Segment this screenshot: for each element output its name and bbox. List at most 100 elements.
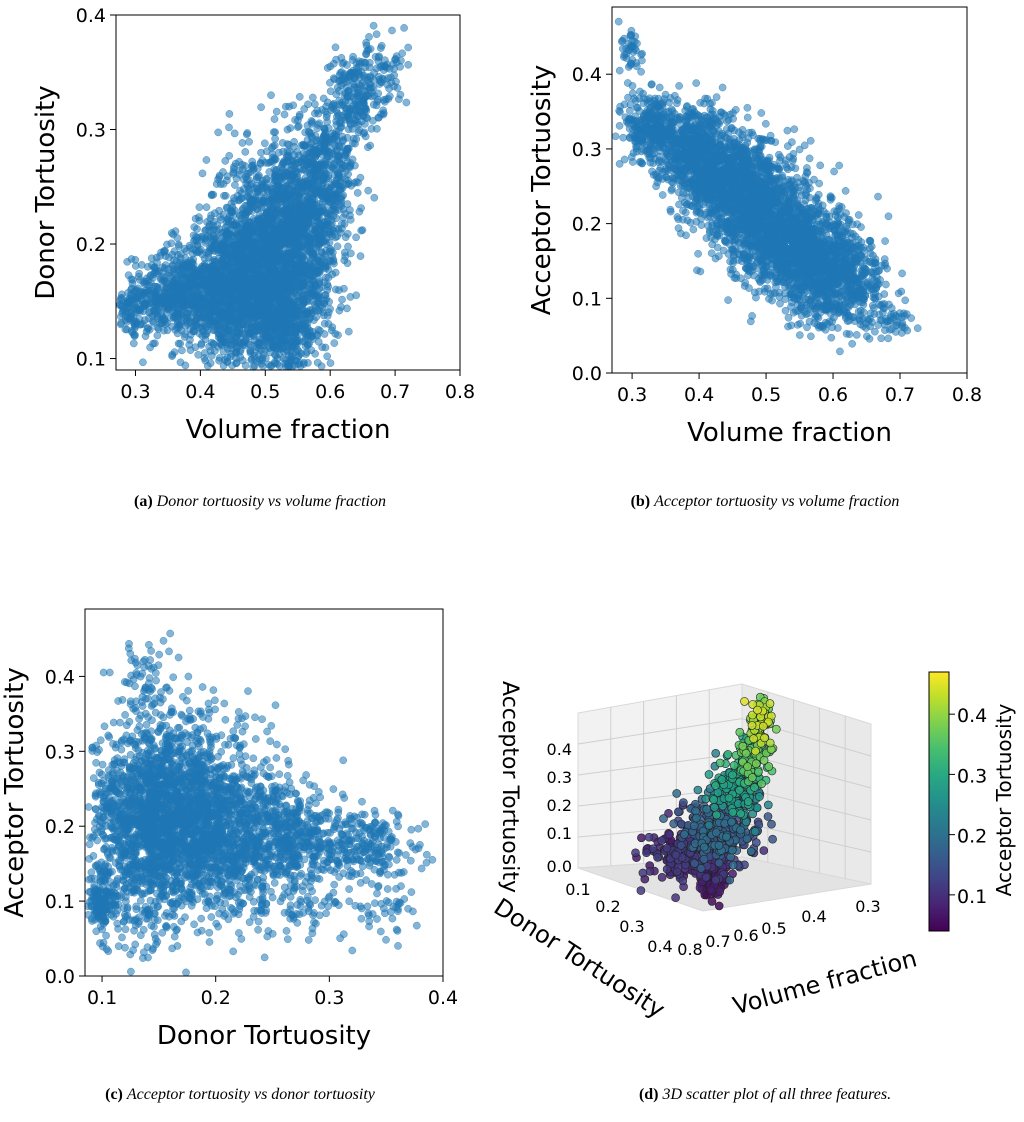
scatter-point [286,342,294,351]
scatter-point [273,360,282,368]
scatter-point [230,242,238,250]
scatter-point [643,96,651,104]
scatter-point [158,319,167,328]
scatter-point [381,97,389,106]
scatter-point [257,148,265,157]
scatter-point [143,262,152,271]
scatter-point [281,282,289,291]
scatter-point [321,343,330,352]
scatter-point [292,285,301,294]
scatter-point [336,176,344,185]
scatter-point [135,306,144,314]
scatter-point [283,227,291,236]
scatter-point [278,275,287,284]
scatter-point [206,299,214,308]
scatter-point [324,124,333,132]
y-tick-label: 0.4 [76,5,106,27]
scatter-point [299,165,307,174]
scatter-point [177,264,185,272]
scatter-point [312,163,320,172]
scatter-point [169,290,178,299]
scatter-point [359,129,368,138]
scatter-point [271,128,279,137]
scatter-point [198,169,207,178]
scatter-point [257,103,265,112]
scatter-point [209,190,218,199]
scatter-point [245,137,253,146]
scatter-point [314,292,323,300]
scatter-point [287,161,296,169]
scatter-point [138,289,147,298]
scatter-point [344,179,353,188]
scatter-point [611,132,620,141]
x-tick-label: 0.6 [315,381,345,403]
scatter-point [255,351,263,359]
scatter-point [254,240,263,248]
scatter-point [203,327,212,336]
scatter-point [255,171,263,180]
scatter-point [287,275,295,284]
scatter-point [145,325,154,334]
scatter-point [628,89,637,98]
scatter-point [328,248,337,257]
scatter-point [267,144,276,152]
scatter-point [282,293,290,301]
scatter-point [241,277,250,286]
scatter-point [628,158,637,166]
scatter-point [201,335,210,344]
scatter-point [328,270,337,279]
scatter-point [352,291,361,300]
scatter-point [130,292,139,301]
scatter-point [231,280,240,289]
scatter-point [116,312,125,321]
scatter-point [372,101,381,110]
scatter-point [239,240,248,249]
scatter-point [246,197,255,205]
scatter-point [176,339,185,348]
scatter-point [163,283,172,292]
scatter-point [614,17,623,26]
scatter-point [183,309,191,318]
scatter-point [278,169,287,178]
scatter-point [305,128,313,137]
scatter-point [235,166,244,175]
scatter-point [168,352,176,360]
scatter-point [353,189,362,197]
scatter-point [163,240,171,249]
scatter-point [324,194,333,203]
scatter-point [201,356,210,365]
scatter-point [128,276,137,284]
scatter-point [286,124,295,132]
scatter-point [340,220,349,228]
scatter-point [321,188,330,196]
y-axis-label: Donor Tortuosity [31,85,61,299]
scatter-point [255,300,263,309]
scatter-point [326,78,334,87]
scatter-point [355,107,364,116]
scatter-point [219,168,227,176]
x-tick-label: 0.5 [250,381,280,403]
scatter-point [256,273,264,282]
scatter-point [310,100,319,108]
scatter-point [285,322,294,331]
scatter-point [308,93,317,102]
scatter-point [289,187,298,196]
scatter-point [194,294,203,303]
x-tick-label: 0.3 [120,381,150,403]
scatter-point [340,284,348,293]
scatter-point [295,92,304,101]
scatter-point [383,80,392,89]
scatter-point [288,222,297,231]
scatter-point [282,182,291,190]
x-tick-label: 0.4 [185,381,215,403]
scatter-point [182,247,191,255]
scatter-point [320,330,329,338]
scatter-point [217,240,225,249]
scatter-point [238,356,247,365]
scatter-point [335,306,344,315]
scatter-point [356,252,365,260]
y-tick-label: 0.3 [76,120,106,142]
scatter-point [396,62,404,71]
x-tick-label: 0.7 [380,381,410,403]
